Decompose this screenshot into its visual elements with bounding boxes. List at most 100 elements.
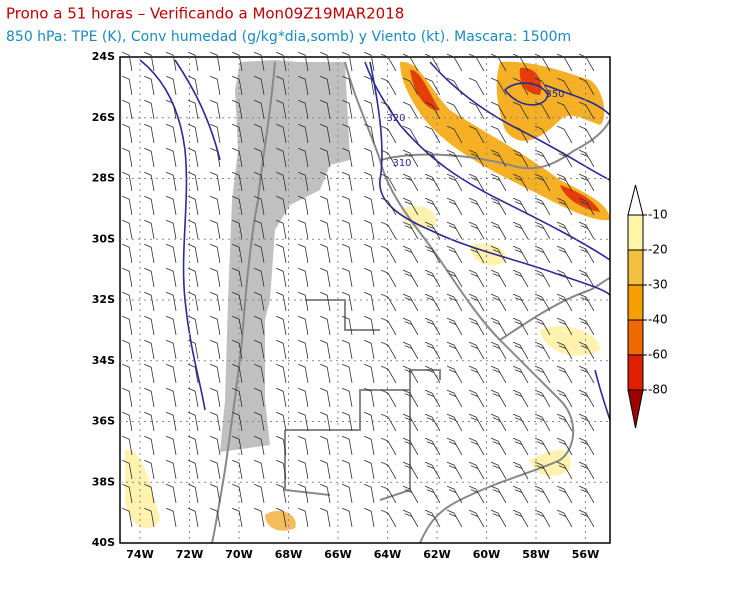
wind-barb [320,459,331,480]
wind-barb [490,77,507,96]
wind-barb [254,507,265,528]
wind-barb [490,365,507,384]
wind-barb [276,171,287,192]
wind-barb [534,413,551,432]
wind-barb [144,387,155,408]
wind-barb [490,125,507,144]
wind-barb [534,317,551,336]
wind-barb [380,173,397,192]
wind-barb [364,483,375,504]
wind-barb [468,293,485,312]
wind-barb [534,197,551,216]
wind-barb [468,77,485,96]
wind-barb [232,291,243,312]
wind-barb [320,315,331,336]
wind-barb [402,293,419,312]
wind-barb [534,245,551,264]
wind-barb [468,461,485,480]
lon-label: 70W [225,548,252,561]
wind-barb [254,315,265,336]
wind-barb [144,171,155,192]
wind-barb [380,125,397,144]
wind-barb [402,77,419,96]
wind-barb [364,147,375,168]
wind-barb [364,171,375,192]
wind-barb [320,483,331,504]
wind-barb [342,51,353,72]
wind-barb [276,243,287,264]
wind-barb [210,171,221,192]
wind-barb [122,219,133,240]
wind-barb [380,149,397,168]
wind-barb [298,243,309,264]
wind-barb [166,147,177,168]
wind-barb [364,99,375,120]
wind-barb [364,387,375,408]
wind-barb [144,483,155,504]
wind-barb [402,269,419,288]
wind-barb [556,485,573,504]
wind-barb [210,243,221,264]
wind-barb [122,483,133,504]
wind-barb [188,315,199,336]
wind-barb [210,339,221,360]
wind-barb [556,437,573,456]
wind-barb [166,171,177,192]
wind-barb [490,53,507,72]
wind-barb [364,315,375,336]
wind-barb [424,341,441,360]
subtitle: 850 hPa: TPE (K), Conv humedad (g/kg*dia… [6,29,571,45]
mask-area [220,60,350,452]
wind-barb [166,411,177,432]
wind-barb [512,317,529,336]
wind-barb [446,413,463,432]
wind-barb [512,173,529,192]
wind-barb [254,51,265,72]
wind-barb [144,147,155,168]
wind-barb [380,197,397,216]
wind-barb [512,53,529,72]
wind-barb [402,197,419,216]
wind-barb [512,293,529,312]
wind-barb [446,269,463,288]
wind-barb [490,389,507,408]
wind-barb [298,123,309,144]
wind-barb [210,435,221,456]
wind-barb [320,99,331,120]
wind-barb [424,389,441,408]
lat-label: 24S [92,50,115,63]
wind-barb [276,459,287,480]
wind-barb [144,411,155,432]
wind-barb [534,341,551,360]
colorbar-label: -60 [648,348,668,362]
wind-barb [556,269,573,288]
wind-barb [380,461,397,480]
wind-barb [166,219,177,240]
wind-barb [578,197,595,216]
wind-barb [210,387,221,408]
wind-barb [276,483,287,504]
wind-barb [446,125,463,144]
wind-barb [402,317,419,336]
wind-barb [490,293,507,312]
wind-barb [402,245,419,264]
wind-barb [276,147,287,168]
wind-barb [380,77,397,96]
wind-barb [534,149,551,168]
lat-label: 36S [92,415,115,428]
wind-barb [556,461,573,480]
wind-barb [144,459,155,480]
wind-barb [276,123,287,144]
wind-barb [578,77,595,96]
wind-barb [534,125,551,144]
wind-barb [144,291,155,312]
lon-label: 68W [275,548,302,561]
wind-barb [298,411,309,432]
wind-barb [166,243,177,264]
wind-barb [144,243,155,264]
wind-barb [380,389,397,408]
wind-barb [342,291,353,312]
wind-barb [578,53,595,72]
wind-barb [254,243,265,264]
wind-barb [424,197,441,216]
